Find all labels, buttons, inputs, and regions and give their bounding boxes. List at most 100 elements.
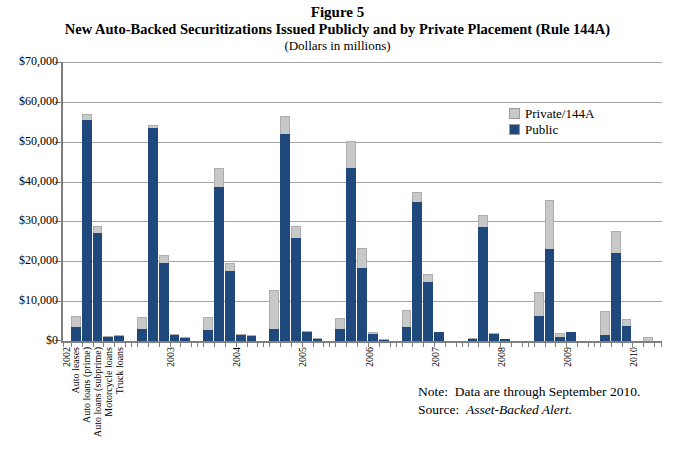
bar-2002-truck-loans: [114, 335, 124, 341]
x-tick: [600, 343, 601, 347]
source-text: Asset-Backed Alert.: [466, 402, 572, 417]
gridline-60000: [63, 102, 662, 103]
bar-2006-auto-leases: [335, 318, 345, 341]
x-axis-year-2007: 2007: [430, 347, 441, 367]
bar-2009-auto-loans-prime: [545, 200, 555, 341]
x-tick: [247, 343, 248, 347]
x-axis-year-2008: 2008: [496, 347, 507, 367]
x-tick: [396, 343, 397, 347]
bar-2009-auto-loans-subprime: [555, 333, 565, 341]
x-axis-year-2006: 2006: [364, 347, 375, 367]
bar-2003-truck-loans: [180, 337, 190, 341]
bar-segment-public: [103, 337, 113, 341]
bar-segment-public: [545, 249, 555, 341]
bar-segment-public: [302, 332, 312, 341]
bar-segment-public: [236, 335, 246, 341]
x-tick: [566, 343, 567, 347]
x-tick: [611, 343, 612, 347]
x-tick: [412, 343, 413, 347]
bar-segment-public: [170, 335, 180, 341]
source-label: Source:: [418, 402, 459, 417]
x-tick: [335, 343, 336, 347]
x-tick: [423, 343, 424, 347]
x-tick: [577, 343, 578, 347]
x-tick: [291, 343, 292, 347]
bar-segment-public: [600, 335, 610, 341]
bar-segment-public: [137, 329, 147, 341]
x-axis-label-motorcycle-loans: Motorcycle loans: [103, 347, 114, 417]
x-tick: [323, 343, 324, 347]
x-tick: [434, 343, 435, 347]
x-tick: [137, 343, 138, 347]
bar-2008-auto-leases: [468, 338, 478, 341]
bar-2010-auto-loans-prime: [611, 231, 621, 341]
bar-segment-public: [335, 329, 345, 341]
bar-segment-private: [335, 318, 345, 329]
bar-segment-private: [137, 317, 147, 329]
bar-segment-public: [346, 168, 356, 341]
x-tick: [225, 343, 226, 347]
bar-2003-auto-loans-prime: [148, 125, 158, 341]
x-tick: [63, 343, 64, 347]
x-tick: [191, 343, 192, 347]
bar-segment-public: [478, 227, 488, 341]
x-axis-year-2002: 2002: [61, 347, 72, 367]
bar-segment-public: [159, 263, 169, 341]
bar-2010-auto-leases: [600, 311, 610, 341]
x-tick: [456, 343, 457, 347]
y-axis-label-10000: $10,000: [0, 294, 58, 307]
x-tick: [402, 343, 403, 347]
bar-2002-auto-leases: [71, 316, 81, 341]
bar-segment-public: [225, 271, 235, 341]
bar-2009-motorcycle-loans: [566, 332, 576, 341]
bar-2004-auto-leases: [203, 317, 213, 341]
bar-2003-auto-leases: [137, 317, 147, 341]
x-tick: [269, 343, 270, 347]
bar-segment-public: [203, 330, 213, 341]
bar-2005-auto-leases: [269, 290, 279, 341]
figure-title: New Auto-Backed Securitizations Issued P…: [0, 21, 675, 38]
bar-2007-motorcycle-loans: [434, 332, 444, 341]
bar-segment-public: [611, 253, 621, 341]
bar-segment-private: [203, 317, 213, 330]
y-axis-label-20000: $20,000: [0, 254, 58, 267]
x-tick: [280, 343, 281, 347]
x-ticks: [63, 343, 662, 347]
bar-segment-private: [93, 226, 103, 234]
y-axis-label-30000: $30,000: [0, 214, 58, 227]
x-tick: [368, 343, 369, 347]
bar-segment-public: [468, 339, 478, 341]
y-axis-label-50000: $50,000: [0, 135, 58, 148]
private-144a-swatch-icon: [509, 108, 520, 119]
x-tick: [511, 343, 512, 347]
x-tick: [71, 343, 72, 347]
bar-segment-private: [643, 337, 653, 341]
bar-2007-auto-loans-subprime: [423, 274, 433, 341]
x-tick: [390, 343, 391, 347]
y-axis-label-0: $0: [0, 334, 58, 347]
note-label: Note:: [418, 384, 448, 399]
y-axis-label-70000: $70,000: [0, 55, 58, 68]
bar-2007-auto-loans-prime: [412, 192, 422, 341]
bar-2010-auto-loans-subprime: [622, 319, 632, 341]
x-tick: [534, 343, 535, 347]
bar-segment-private: [269, 290, 279, 329]
x-tick: [489, 343, 490, 347]
bar-segment-private: [291, 226, 301, 238]
x-axis-label-auto-loans-subprime: Auto loans (subprime): [92, 347, 103, 437]
bar-2004-auto-loans-prime: [214, 168, 224, 341]
figure-5: Figure 5 New Auto-Backed Securitizations…: [0, 0, 675, 449]
bar-2009-auto-leases: [534, 292, 544, 341]
bar-segment-public: [423, 282, 433, 341]
bar-2008-auto-loans-subprime: [489, 333, 499, 341]
bar-segment-public: [247, 336, 257, 341]
figure-label: Figure 5: [0, 4, 675, 21]
bar-segment-public: [313, 339, 323, 341]
x-tick: [346, 343, 347, 347]
legend-label-private: Private/144A: [525, 106, 594, 121]
bar-segment-private: [71, 316, 81, 328]
x-tick: [329, 343, 330, 347]
x-tick: [103, 343, 104, 347]
bar-segment-private: [402, 310, 412, 327]
bar-2002-auto-loans-prime: [82, 114, 92, 341]
